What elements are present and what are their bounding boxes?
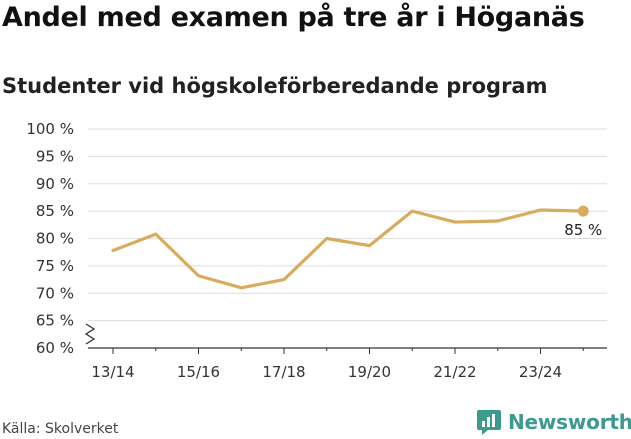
brand-name: Newsworthy bbox=[508, 410, 631, 434]
y-tick-label: 75 % bbox=[36, 257, 74, 275]
x-tick-label: 13/14 bbox=[91, 363, 134, 381]
y-tick-label: 70 % bbox=[36, 284, 74, 302]
x-tick-label: 21/22 bbox=[433, 363, 476, 381]
y-tick-label: 100 % bbox=[26, 120, 74, 138]
labels-layer: 60 % 65 % 70 % 75 % 80 % 85 % 90 % 95 % 100 % 13/… bbox=[26, 120, 602, 381]
axes bbox=[84, 323, 607, 354]
newsworthy-logo-icon bbox=[477, 410, 501, 435]
series-line bbox=[111, 208, 585, 290]
y-tick-label: 95 % bbox=[36, 147, 74, 165]
chart-subtitle: Studenter vid högskoleförberedande progr… bbox=[2, 74, 548, 98]
axis-break-mark bbox=[84, 323, 96, 345]
grid-lines bbox=[88, 128, 607, 322]
x-tick-label: 23/24 bbox=[519, 363, 562, 381]
y-tick-label: 80 % bbox=[36, 230, 74, 248]
x-tick-label: 19/20 bbox=[348, 363, 391, 381]
chart-title: Andel med examen på tre år i Höganäs bbox=[2, 2, 585, 33]
y-tick-label: 65 % bbox=[36, 312, 74, 330]
x-tick-label: 17/18 bbox=[262, 363, 305, 381]
y-tick-label: 60 % bbox=[36, 339, 74, 357]
end-point-marker bbox=[577, 205, 589, 217]
end-value-label: 85 % bbox=[564, 221, 602, 239]
series-layer bbox=[111, 205, 589, 290]
y-tick-label: 85 % bbox=[36, 202, 74, 220]
x-tick-label: 15/16 bbox=[177, 363, 220, 381]
source-note: Källa: Skolverket bbox=[2, 421, 119, 437]
line-chart: 60 % 65 % 70 % 75 % 80 % 85 % 90 % 95 % 100 % 13/… bbox=[26, 120, 607, 381]
y-tick-label: 90 % bbox=[36, 175, 74, 193]
brand-logo[interactable]: Newsworthy bbox=[476, 408, 631, 436]
